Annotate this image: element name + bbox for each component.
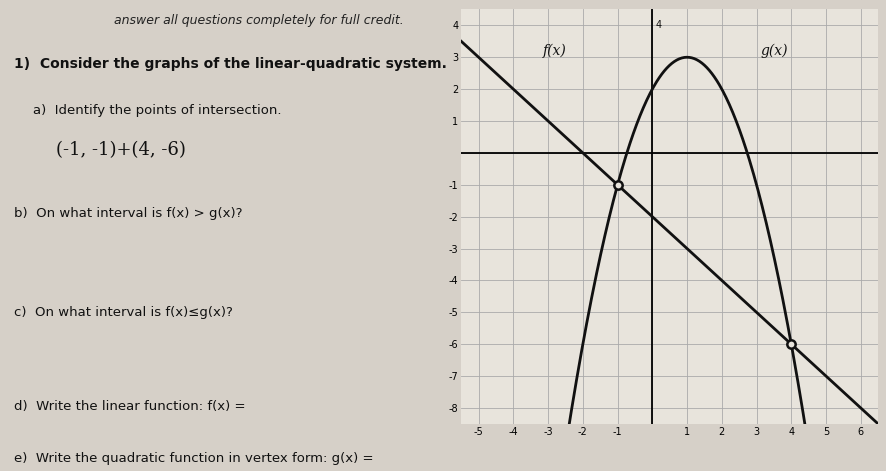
Text: f(x): f(x) xyxy=(542,44,566,58)
Text: a)  Identify the points of intersection.: a) Identify the points of intersection. xyxy=(33,104,281,117)
Text: c)  On what interval is f(x)≤g(x)?: c) On what interval is f(x)≤g(x)? xyxy=(14,306,233,319)
Text: 1)  Consider the graphs of the linear-quadratic system.: 1) Consider the graphs of the linear-qua… xyxy=(14,57,447,71)
Text: 4: 4 xyxy=(655,20,661,30)
Text: answer all questions completely for full credit.: answer all questions completely for full… xyxy=(113,14,403,27)
Text: d)  Write the linear function: f(x) =: d) Write the linear function: f(x) = xyxy=(14,400,245,414)
Text: b)  On what interval is f(x) > g(x)?: b) On what interval is f(x) > g(x)? xyxy=(14,207,243,220)
Text: (-1, -1)+(4, -6): (-1, -1)+(4, -6) xyxy=(57,141,186,159)
Text: e)  Write the quadratic function in vertex form: g(x) =: e) Write the quadratic function in verte… xyxy=(14,452,373,465)
Text: g(x): g(x) xyxy=(759,44,787,58)
